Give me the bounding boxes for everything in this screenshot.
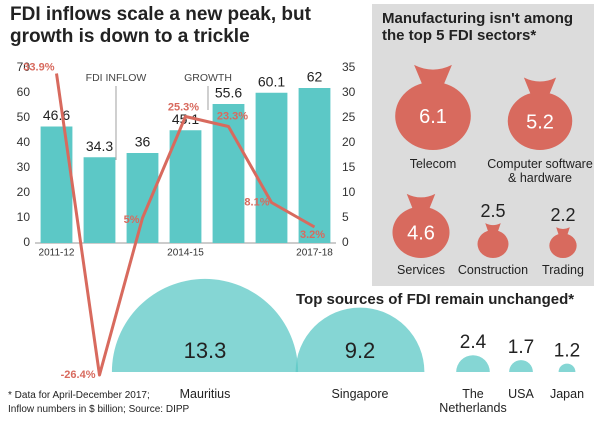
footnote-line: Inflow numbers in $ billion; Source: DIP… xyxy=(8,403,190,415)
x-tick-label: 2017-18 xyxy=(296,248,333,259)
y-tick-label: 20 xyxy=(17,185,31,199)
bar-label: 36 xyxy=(135,134,151,150)
bubble-label: Singapore xyxy=(331,387,389,401)
bubble-label: Mauritius xyxy=(179,387,231,401)
legend-label: GROWTH xyxy=(184,72,232,84)
bag-value: 2.2 xyxy=(550,205,575,225)
footnote-line: * Data for April-December 2017; xyxy=(8,390,150,401)
bubble-value: 2.4 xyxy=(460,332,487,353)
y-tick-label: 30 xyxy=(17,160,31,174)
bag-label: Services xyxy=(397,263,445,277)
bar-label: 34.3 xyxy=(86,138,113,154)
bag-label: Telecom xyxy=(409,157,457,171)
semicircle xyxy=(295,307,425,372)
growth-label: 33.9% xyxy=(23,61,54,73)
bag xyxy=(392,206,450,258)
chart-title: Manufacturing isn't among the top 5 FDI … xyxy=(382,10,574,45)
growth-label: 23.3% xyxy=(217,110,248,122)
y2-tick-label: 15 xyxy=(342,160,356,174)
bubble-value: 13.3 xyxy=(184,338,227,363)
x-tick-label: 2011-12 xyxy=(39,248,75,259)
growth-label: 8.1% xyxy=(244,196,269,208)
growth-line xyxy=(55,73,316,377)
y2-tick-label: 35 xyxy=(342,60,356,74)
bubble-value: 1.7 xyxy=(508,337,534,358)
bag-neck xyxy=(414,64,452,85)
bar-label: 60.1 xyxy=(258,73,285,89)
y-tick-label: 50 xyxy=(17,110,31,124)
chart-title: FDI inflows scale a new peak, but growth… xyxy=(10,4,311,47)
bar-label: 55.6 xyxy=(215,85,242,101)
bubble-value: 9.2 xyxy=(345,338,376,363)
y2-tick-label: 5 xyxy=(342,210,349,224)
y2-tick-label: 20 xyxy=(342,135,356,149)
y-tick-label: 60 xyxy=(17,85,31,99)
semicircle xyxy=(509,360,533,372)
bag xyxy=(549,233,577,258)
bag-label: Trading xyxy=(542,263,584,277)
bubble-label: USA xyxy=(508,387,534,401)
bar xyxy=(126,153,159,243)
semicircle xyxy=(456,355,490,372)
bag xyxy=(395,81,471,150)
bar-label: 46.6 xyxy=(43,107,70,123)
growth-label: 25.3% xyxy=(168,101,199,113)
y2-tick-label: 25 xyxy=(342,110,356,124)
y-tick-label: 10 xyxy=(17,210,31,224)
y-tick-label: 40 xyxy=(17,135,31,149)
bubble-label: Japan xyxy=(549,387,585,401)
growth-label: 3.2% xyxy=(300,229,325,241)
y-tick-label: 0 xyxy=(23,235,30,249)
growth-label: 5% xyxy=(124,214,140,226)
bar-label: 62 xyxy=(307,69,323,85)
chart-title: Top sources of FDI remain unchanged* xyxy=(296,291,575,308)
growth-label: -26.4% xyxy=(61,369,96,381)
bag-value: 4.6 xyxy=(407,223,435,245)
bag-value: 5.2 xyxy=(526,111,554,133)
bag xyxy=(477,230,509,258)
bag-value: 6.1 xyxy=(419,106,447,128)
bubble-label: The Netherlands xyxy=(439,387,507,416)
bag-neck xyxy=(406,193,436,210)
bubble-value: 1.2 xyxy=(554,341,580,362)
bag-value: 2.5 xyxy=(480,201,505,221)
footnote: * Data for April-December 2017; Inflow n… xyxy=(8,389,189,416)
y2-tick-label: 30 xyxy=(342,85,356,99)
semicircle xyxy=(558,363,576,372)
bag xyxy=(507,91,573,150)
bag-label: Construction xyxy=(457,263,529,277)
legend-label: FDI INFLOW xyxy=(86,72,147,84)
semicircle xyxy=(111,278,299,372)
bag-label: Computer software & hardware xyxy=(487,157,593,186)
y2-tick-label: 10 xyxy=(342,185,356,199)
y-tick-label: 70 xyxy=(17,60,31,74)
bar xyxy=(83,157,116,243)
x-tick-label: 2014-15 xyxy=(167,248,204,259)
bar xyxy=(169,130,202,243)
bar xyxy=(298,88,331,243)
bar xyxy=(255,92,288,243)
bag-neck xyxy=(523,77,557,95)
y2-tick-label: 0 xyxy=(342,235,349,249)
